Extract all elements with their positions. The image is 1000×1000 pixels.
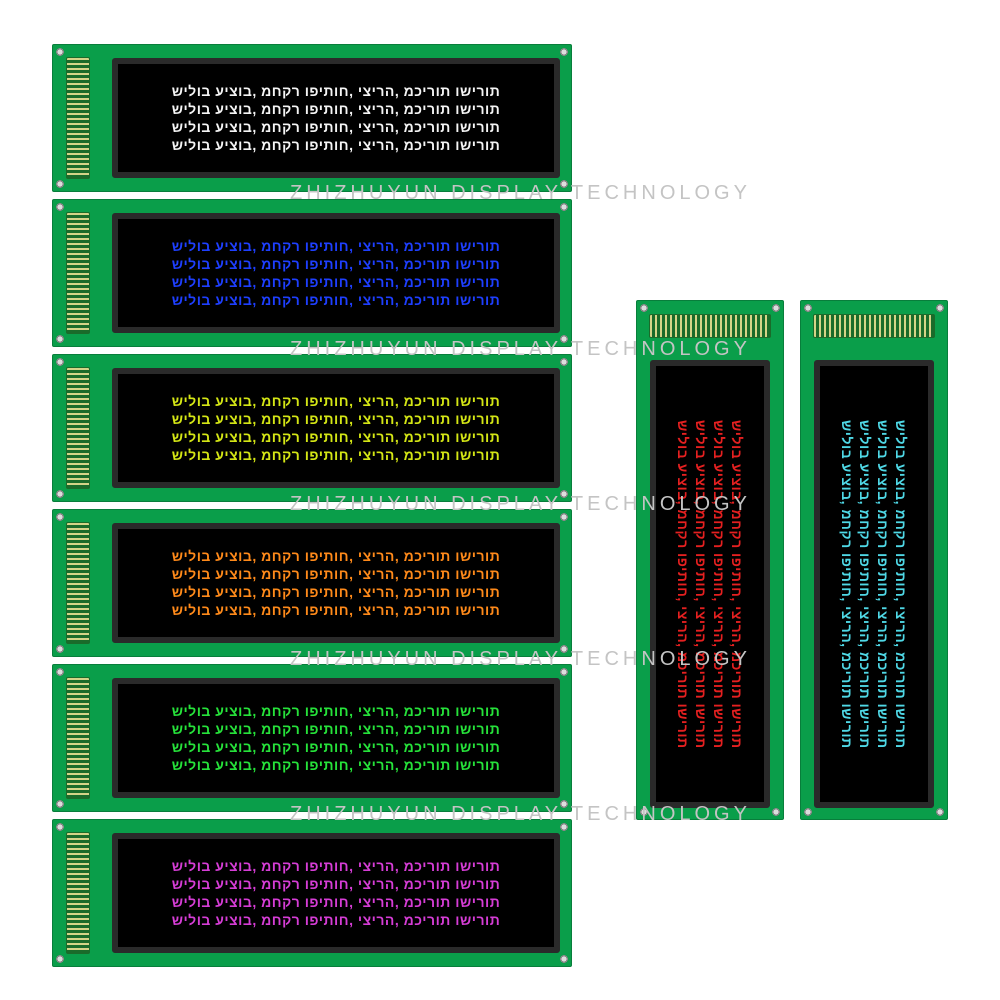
pin-header: [66, 832, 90, 954]
mounting-hole: [55, 512, 65, 522]
lcd-screen: תורישו תוריכמ ,הריצי ,חותיפו רקחמ ,בוציע…: [650, 360, 770, 808]
display-text-line: תורישו תוריכמ ,הריצי ,חותיפו רקחמ ,בוציע…: [857, 380, 873, 788]
display-text-line: תורישו תוריכמ ,הריצי ,חותיפו רקחמ ,בוציע…: [839, 380, 855, 788]
mounting-hole: [559, 644, 569, 654]
lcd-screen: תורישו תוריכמ ,הריצי ,חותיפו רקחמ ,בוציע…: [814, 360, 934, 808]
mounting-hole: [55, 644, 65, 654]
display-text-line: תורישו תוריכמ ,הריצי ,חותיפו רקחמ ,בוציע…: [132, 566, 540, 582]
lcd-screen: תורישו תוריכמ ,הריצי ,חותיפו רקחמ ,בוציע…: [112, 213, 560, 333]
display-text-line: תורישו תוריכמ ,הריצי ,חותיפו רקחמ ,בוציע…: [729, 380, 745, 788]
mounting-hole: [639, 303, 649, 313]
display-text-line: תורישו תוריכמ ,הריצי ,חותיפו רקחמ ,בוציע…: [132, 739, 540, 755]
display-text-line: תורישו תוריכמ ,הריצי ,חותיפו רקחמ ,בוציע…: [132, 101, 540, 117]
display-text-line: תורישו תוריכמ ,הריצי ,חותיפו רקחמ ,בוציע…: [132, 447, 540, 463]
display-text-line: תורישו תוריכמ ,הריצי ,חותיפו רקחמ ,בוציע…: [132, 721, 540, 737]
display-text-line: תורישו תוריכמ ,הריצי ,חותיפו רקחמ ,בוציע…: [132, 548, 540, 564]
mounting-hole: [55, 179, 65, 189]
mounting-hole: [935, 303, 945, 313]
mounting-hole: [559, 822, 569, 832]
mounting-hole: [559, 667, 569, 677]
mounting-hole: [55, 202, 65, 212]
display-text-line: תורישו תוריכמ ,הריצי ,חותיפו רקחמ ,בוציע…: [693, 380, 709, 788]
mounting-hole: [639, 807, 649, 817]
lcd-screen: תורישו תוריכמ ,הריצי ,חותיפו רקחמ ,בוציע…: [112, 58, 560, 178]
display-module-magenta: תורישו תוריכמ ,הריצי ,חותיפו רקחמ ,בוציע…: [52, 819, 572, 967]
display-text-line: תורישו תוריכמ ,הריצי ,חותיפו רקחמ ,בוציע…: [132, 393, 540, 409]
display-text-line: תורישו תוריכמ ,הריצי ,חותיפו רקחמ ,בוציע…: [132, 119, 540, 135]
display-text-line: תורישו תוריכמ ,הריצי ,חותיפו רקחמ ,בוציע…: [132, 292, 540, 308]
mounting-hole: [935, 807, 945, 817]
mounting-hole: [559, 47, 569, 57]
display-text-line: תורישו תוריכמ ,הריצי ,חותיפו רקחמ ,בוציע…: [711, 380, 727, 788]
lcd-screen: תורישו תוריכמ ,הריצי ,חותיפו רקחמ ,בוציע…: [112, 678, 560, 798]
pin-header: [66, 57, 90, 179]
pin-header: [66, 522, 90, 644]
mounting-hole: [559, 799, 569, 809]
mounting-hole: [55, 334, 65, 344]
display-module-cyan: תורישו תוריכמ ,הריצי ,חותיפו רקחמ ,בוציע…: [800, 300, 948, 820]
pin-header: [813, 314, 935, 338]
display-module-yellow: תורישו תוריכמ ,הריצי ,חותיפו רקחמ ,בוציע…: [52, 354, 572, 502]
mounting-hole: [559, 179, 569, 189]
display-module-blue: תורישו תוריכמ ,הריצי ,חותיפו רקחמ ,בוציע…: [52, 199, 572, 347]
lcd-screen: תורישו תוריכמ ,הריצי ,חותיפו רקחמ ,בוציע…: [112, 368, 560, 488]
mounting-hole: [559, 954, 569, 964]
mounting-hole: [771, 303, 781, 313]
pin-header: [66, 367, 90, 489]
display-text-line: תורישו תוריכמ ,הריצי ,חותיפו רקחמ ,בוציע…: [132, 137, 540, 153]
display-text-line: תורישו תוריכמ ,הריצי ,חותיפו רקחמ ,בוציע…: [132, 858, 540, 874]
display-text-line: תורישו תוריכמ ,הריצי ,חותיפו רקחמ ,בוציע…: [132, 757, 540, 773]
display-text-line: תורישו תוריכמ ,הריצי ,חותיפו רקחמ ,בוציע…: [132, 584, 540, 600]
mounting-hole: [559, 357, 569, 367]
mounting-hole: [559, 489, 569, 499]
lcd-screen: תורישו תוריכמ ,הריצי ,חותיפו רקחמ ,בוציע…: [112, 833, 560, 953]
mounting-hole: [55, 47, 65, 57]
display-module-white: תורישו תוריכמ ,הריצי ,חותיפו רקחמ ,בוציע…: [52, 44, 572, 192]
display-text-line: תורישו תוריכמ ,הריצי ,חותיפו רקחמ ,בוציע…: [132, 602, 540, 618]
mounting-hole: [559, 334, 569, 344]
display-text-line: תורישו תוריכמ ,הריצי ,חותיפו רקחמ ,בוציע…: [132, 411, 540, 427]
mounting-hole: [559, 202, 569, 212]
display-text-line: תורישו תוריכמ ,הריצי ,חותיפו רקחמ ,בוציע…: [675, 380, 691, 788]
display-text-line: תורישו תוריכמ ,הריצי ,חותיפו רקחמ ,בוציע…: [893, 380, 909, 788]
mounting-hole: [803, 807, 813, 817]
display-text-line: תורישו תוריכמ ,הריצי ,חותיפו רקחמ ,בוציע…: [132, 256, 540, 272]
pin-header: [66, 677, 90, 799]
display-text-line: תורישו תוריכמ ,הריצי ,חותיפו רקחמ ,בוציע…: [132, 429, 540, 445]
display-text-line: תורישו תוריכמ ,הריצי ,חותיפו רקחמ ,בוציע…: [132, 83, 540, 99]
mounting-hole: [803, 303, 813, 313]
pin-header: [66, 212, 90, 334]
mounting-hole: [771, 807, 781, 817]
mounting-hole: [559, 512, 569, 522]
display-text-line: תורישו תוריכמ ,הריצי ,חותיפו רקחמ ,בוציע…: [875, 380, 891, 788]
display-module-red: תורישו תוריכמ ,הריצי ,חותיפו רקחמ ,בוציע…: [636, 300, 784, 820]
mounting-hole: [55, 489, 65, 499]
display-text-line: תורישו תוריכמ ,הריצי ,חותיפו רקחמ ,בוציע…: [132, 912, 540, 928]
mounting-hole: [55, 357, 65, 367]
display-module-green: תורישו תוריכמ ,הריצי ,חותיפו רקחמ ,בוציע…: [52, 664, 572, 812]
mounting-hole: [55, 799, 65, 809]
display-text-line: תורישו תוריכמ ,הריצי ,חותיפו רקחמ ,בוציע…: [132, 894, 540, 910]
display-module-orange: תורישו תוריכמ ,הריצי ,חותיפו רקחמ ,בוציע…: [52, 509, 572, 657]
pin-header: [649, 314, 771, 338]
mounting-hole: [55, 667, 65, 677]
display-text-line: תורישו תוריכמ ,הריצי ,חותיפו רקחמ ,בוציע…: [132, 238, 540, 254]
mounting-hole: [55, 822, 65, 832]
display-text-line: תורישו תוריכמ ,הריצי ,חותיפו רקחמ ,בוציע…: [132, 703, 540, 719]
mounting-hole: [55, 954, 65, 964]
lcd-screen: תורישו תוריכמ ,הריצי ,חותיפו רקחמ ,בוציע…: [112, 523, 560, 643]
display-text-line: תורישו תוריכמ ,הריצי ,חותיפו רקחמ ,בוציע…: [132, 876, 540, 892]
display-text-line: תורישו תוריכמ ,הריצי ,חותיפו רקחמ ,בוציע…: [132, 274, 540, 290]
